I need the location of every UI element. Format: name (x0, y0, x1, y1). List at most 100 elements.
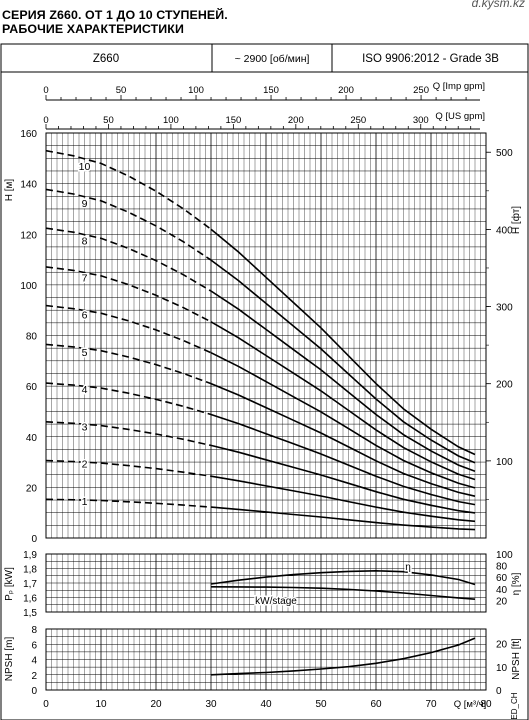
brand-watermark: d.kysm.kz (471, 0, 525, 10)
pe-plot-frame (45, 553, 487, 613)
head-right-tick-label: 400 (496, 225, 513, 236)
head-y-tick-label: 160 (20, 129, 37, 140)
np-plot-frame (45, 628, 487, 691)
head-curve-stage-7 (210, 321, 476, 481)
head-right-tick-label: 300 (496, 303, 513, 314)
stage-label-3: 3 (82, 421, 88, 433)
pe-y-tick-label: 1,9 (23, 550, 37, 561)
head-y-tick-label: 100 (20, 281, 37, 292)
pe-y-tick-label: 1,5 (23, 608, 37, 619)
x-tick-label: 80 (480, 699, 492, 710)
x-tick-label: 0 (43, 699, 49, 710)
model-cell: Z660 (92, 52, 120, 65)
imp-tick-label: 0 (43, 85, 48, 96)
head-curve-stage-2-dashed (45, 459, 212, 477)
sheet-border (0, 43, 529, 720)
np-right-tick-label: 20 (496, 640, 508, 651)
title-line-1: СЕРИЯ Z660. ОТ 1 ДО 10 СТУПЕНЕЙ. (2, 8, 228, 22)
head-curve-stage-4-dashed (45, 382, 212, 416)
stage-label-4: 4 (82, 384, 88, 396)
pe-y-tick-label: 1,6 (23, 594, 37, 605)
head-y-tick-label: 140 (20, 180, 37, 191)
head-y-tick-label: 20 (26, 483, 38, 494)
pe-y-axis-label: Pₚ [kW] (4, 567, 15, 601)
head-curve-stage-7-dashed (45, 266, 212, 323)
x-tick-label: 20 (150, 699, 162, 710)
head-right-tick-label: 500 (496, 148, 513, 159)
pe-right-tick-label: 100 (496, 550, 513, 561)
imp-tick-label: 50 (116, 85, 127, 96)
pe-curve-1 (210, 586, 476, 600)
head-curve-stage-9 (210, 259, 476, 464)
x-tick-label: 70 (425, 699, 437, 710)
stage-label-1: 1 (82, 496, 88, 508)
stage-label-10: 10 (79, 161, 91, 173)
kw-stage-label: kW/stage (255, 596, 297, 607)
head-curve-stage-6-dashed (45, 304, 212, 354)
np-y-tick-label: 0 (31, 686, 37, 697)
head-curve-stage-5 (210, 382, 476, 497)
np-right-tick-label: 0 (496, 686, 502, 697)
stage-label-2: 2 (82, 459, 88, 471)
x-tick-label: 10 (95, 699, 107, 710)
pe-right-tick-label: 80 (496, 562, 508, 573)
head-curve-stage-6 (210, 351, 476, 489)
np-right-axis-label: NPSH [ft] (511, 638, 522, 680)
np-y-tick-label: 8 (31, 625, 37, 636)
pe-right-axis-label: η [%] (511, 572, 522, 595)
head-right-axis-label: H [фт] (510, 206, 522, 234)
us-axis-label: Q [US gpm] (435, 111, 485, 122)
head-y-tick-label: 80 (26, 332, 38, 343)
head-right-tick-label: 100 (496, 457, 513, 468)
head-plot-frame (45, 132, 487, 539)
us-tick-label: 150 (225, 115, 241, 126)
stage-label-7: 7 (82, 273, 88, 285)
eta-label: η (405, 562, 411, 573)
head-y-tick-label: 40 (26, 433, 38, 444)
head-curve-stage-1-dashed (45, 498, 212, 508)
head-curve-stage-2 (210, 475, 476, 523)
pe-right-tick-label: 60 (496, 573, 508, 584)
x-tick-label: 60 (370, 699, 382, 710)
stage-label-9: 9 (82, 198, 88, 210)
stage-label-5: 5 (82, 347, 88, 359)
head-right-tick-label: 200 (496, 380, 513, 391)
head-curve-stage-4 (210, 413, 476, 506)
head-y-axis-label: H [м] (4, 179, 15, 202)
head-y-tick-label: 60 (26, 382, 38, 393)
us-tick-label: 300 (413, 115, 429, 126)
us-tick-label: 250 (350, 115, 366, 126)
head-curve-stage-3-dashed (45, 421, 212, 447)
imp-tick-label: 150 (263, 85, 279, 96)
head-curve-stage-10-dashed (45, 149, 212, 230)
np-y-tick-label: 4 (31, 656, 37, 667)
np-y-axis-label: NPSH [m] (4, 637, 15, 682)
x-axis-label: Q [м³/ч] (454, 699, 487, 710)
pe-y-tick-label: 1,8 (23, 565, 37, 576)
np-y-tick-label: 2 (31, 671, 37, 682)
x-tick-label: 40 (260, 699, 272, 710)
head-curve-stage-9-dashed (45, 188, 212, 261)
head-y-tick-label: 120 (20, 230, 37, 241)
imp-tick-label: 250 (413, 85, 429, 96)
standard-cell: ISO 9906:2012 - Grade 3B (362, 52, 499, 65)
page-title: СЕРИЯ Z660. ОТ 1 ДО 10 СТУПЕНЕЙ. РАБОЧИЕ… (2, 8, 228, 36)
side-code: ED_CH (510, 692, 519, 719)
pe-curve-0 (210, 569, 476, 586)
us-tick-label: 0 (43, 115, 48, 126)
stage-label-8: 8 (82, 235, 88, 247)
imp-tick-label: 200 (338, 85, 354, 96)
pe-y-tick-label: 1,7 (23, 579, 37, 590)
head-curve-stage-1 (210, 506, 476, 531)
x-tick-label: 30 (205, 699, 217, 710)
speed-cell: ~ 2900 [об/мин] (234, 52, 310, 65)
us-tick-label: 50 (103, 115, 114, 126)
head-curve-stage-5-dashed (45, 343, 212, 385)
title-line-2: РАБОЧИЕ ХАРАКТЕРИСТИКИ (2, 21, 184, 36)
head-curve-stage-10 (210, 228, 476, 456)
pe-right-tick-label: 40 (496, 585, 508, 596)
head-y-tick-label: 0 (31, 534, 37, 545)
x-tick-label: 50 (315, 699, 327, 710)
imp-axis-label: Q [Imp gpm] (433, 81, 485, 92)
